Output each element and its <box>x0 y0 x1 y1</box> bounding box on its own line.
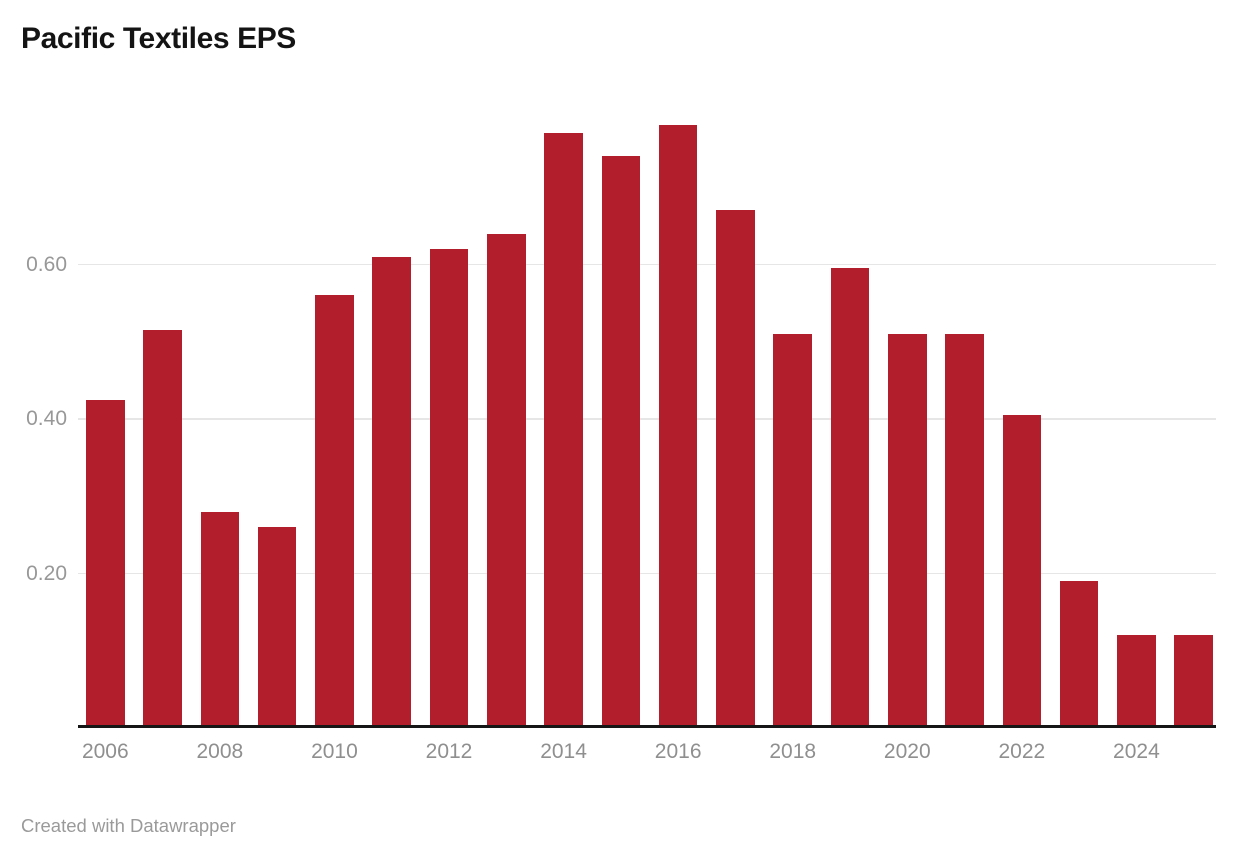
gridline <box>78 263 1216 266</box>
x-axis-tick-label: 2024 <box>1113 740 1160 763</box>
chart-footer: Created with Datawrapper <box>21 814 236 837</box>
y-axis-tick-label: 0.40 <box>26 407 67 430</box>
x-axis-tick-label: 2018 <box>769 740 817 763</box>
chart-title: Pacific Textiles EPS <box>21 22 296 55</box>
bar-2018[interactable] <box>773 334 812 728</box>
bar-2015[interactable] <box>601 156 641 728</box>
x-axis-tick-label: 2012 <box>425 740 473 763</box>
bar-2009[interactable] <box>257 527 297 728</box>
bar-2023[interactable] <box>1059 581 1099 728</box>
bar-2024[interactable] <box>1117 635 1156 728</box>
bar-2025[interactable] <box>1174 635 1213 728</box>
bar-2011[interactable] <box>372 256 411 728</box>
bar-2006[interactable] <box>86 399 125 728</box>
x-axis-line <box>78 725 1216 728</box>
y-axis-tick-label: 0.20 <box>26 561 67 585</box>
bar-2013[interactable] <box>486 233 526 728</box>
bar-2020[interactable] <box>887 334 927 728</box>
x-axis-tick-label: 2010 <box>311 740 358 763</box>
bar-2010[interactable] <box>315 295 354 728</box>
x-axis-tick-label: 2006 <box>81 740 129 763</box>
x-axis-tick-label: 2014 <box>540 740 587 763</box>
x-axis-tick-label: 2022 <box>998 740 1046 763</box>
x-axis-tick-label: 2016 <box>654 740 702 763</box>
x-axis-tick-label: 2020 <box>883 740 931 763</box>
bar-2022[interactable] <box>1002 415 1042 728</box>
plot-area: 0.20 0.40 0.60 2006 2008 2010 2012 2014 2016 2018… <box>26 100 1216 763</box>
gridline <box>78 418 1216 420</box>
bar-2008[interactable] <box>200 511 240 728</box>
y-axis-tick-label: 0.60 <box>26 252 67 276</box>
bar-2014[interactable] <box>544 133 583 728</box>
bar-2007[interactable] <box>143 330 182 728</box>
bar-2012[interactable] <box>429 249 469 728</box>
bar-2016[interactable] <box>658 125 698 728</box>
bar-2019[interactable] <box>830 268 870 728</box>
x-axis-tick-label: 2008 <box>196 740 244 763</box>
bar-2021[interactable] <box>945 334 984 728</box>
bar-2017[interactable] <box>716 210 755 728</box>
datawrapper-credit-link[interactable]: Created with Datawrapper <box>21 815 236 836</box>
gridline <box>78 572 1216 575</box>
